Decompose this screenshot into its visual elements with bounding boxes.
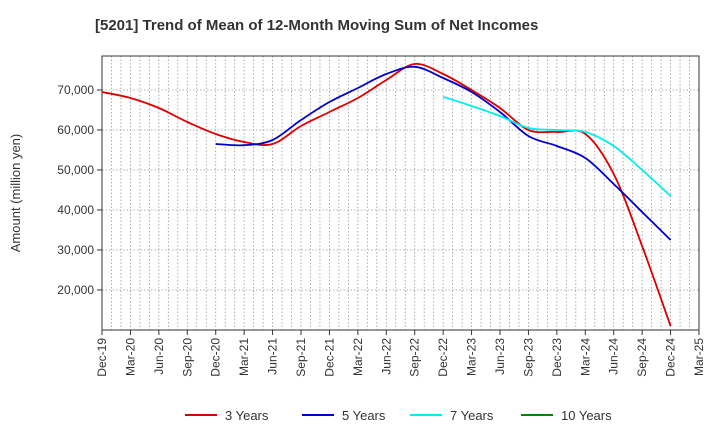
x-tick-label: Dec-20 bbox=[209, 338, 223, 377]
x-tick-label: Mar-20 bbox=[123, 338, 137, 376]
series-lines bbox=[101, 63, 672, 327]
x-tick-label: Mar-25 bbox=[692, 338, 706, 376]
plot-frame bbox=[101, 55, 700, 331]
x-tick-label: Sep-24 bbox=[635, 338, 649, 377]
x-tick-label: Jun-21 bbox=[266, 338, 280, 375]
y-tick-label: 70,000 bbox=[57, 83, 94, 97]
y-tick-label: 40,000 bbox=[57, 203, 94, 217]
x-tick-label: Sep-21 bbox=[294, 338, 308, 377]
x-tick-label: Dec-24 bbox=[664, 338, 678, 377]
x-tick-label: Dec-19 bbox=[95, 338, 109, 377]
legend-label-3-years: 3 Years bbox=[225, 408, 269, 423]
chart-title: [5201] Trend of Mean of 12-Month Moving … bbox=[95, 17, 538, 34]
y-tick-label: 20,000 bbox=[57, 283, 94, 297]
x-tick-label: Mar-22 bbox=[351, 338, 365, 376]
x-tick-label: Sep-22 bbox=[408, 338, 422, 377]
legend-label-5-years: 5 Years bbox=[342, 408, 386, 423]
y-tick-label: 60,000 bbox=[57, 123, 94, 137]
y-tick-label: 30,000 bbox=[57, 243, 94, 257]
series-line-5-years bbox=[215, 65, 672, 241]
x-tick-label: Jun-22 bbox=[379, 338, 393, 375]
legend-label-7-years: 7 Years bbox=[450, 408, 494, 423]
y-axis-label: Amount (million yen) bbox=[8, 134, 23, 253]
x-tick-label: Mar-23 bbox=[465, 338, 479, 376]
series-line-3-years bbox=[101, 63, 672, 327]
x-tick-label: Jun-24 bbox=[607, 338, 621, 375]
x-axis: Dec-19 Mar-20 Jun-20 Sep-20 Dec-20 Mar-21 Jun-… bbox=[95, 330, 706, 377]
legend: 3 Years 5 Years 7 Years 10 Years bbox=[185, 408, 612, 423]
legend-label-10-years: 10 Years bbox=[561, 408, 612, 423]
x-tick-label: Sep-23 bbox=[521, 338, 535, 377]
x-tick-label: Mar-21 bbox=[237, 338, 251, 376]
series-line-7-years bbox=[442, 95, 672, 197]
x-tick-label: Jun-20 bbox=[152, 338, 166, 375]
y-tick-label: 50,000 bbox=[57, 163, 94, 177]
x-tick-label: Jun-23 bbox=[493, 338, 507, 375]
grid bbox=[102, 56, 699, 330]
x-tick-label: Dec-21 bbox=[322, 338, 336, 377]
y-axis: 20,000 30,000 40,000 50,000 60,000 70,000 bbox=[57, 83, 102, 297]
x-tick-label: Dec-22 bbox=[436, 338, 450, 377]
x-tick-label: Dec-23 bbox=[550, 338, 564, 377]
x-tick-label: Mar-24 bbox=[578, 338, 592, 376]
x-tick-label: Sep-20 bbox=[180, 338, 194, 377]
